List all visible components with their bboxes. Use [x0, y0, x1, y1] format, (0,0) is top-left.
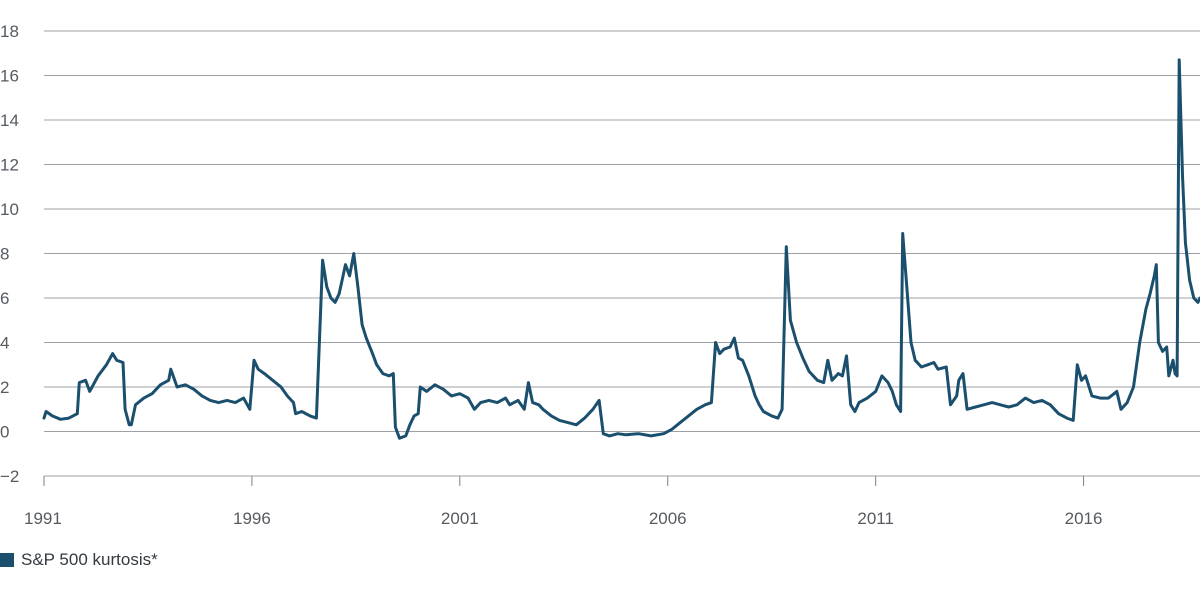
- x-tick-label: 2001: [441, 509, 479, 528]
- y-tick-label: 16: [0, 67, 19, 86]
- y-tick-label: 0: [0, 423, 9, 442]
- y-tick-label: 2: [0, 378, 9, 397]
- legend: S&P 500 kurtosis*: [0, 550, 158, 570]
- series-lines: [42, 58, 1200, 440]
- x-tick-label: 2016: [1065, 509, 1103, 528]
- x-tick-label: 2006: [649, 509, 687, 528]
- y-tick-label: 4: [0, 334, 9, 353]
- y-tick-label: 10: [0, 200, 19, 219]
- legend-swatch: [0, 553, 14, 567]
- y-axis: −2 0 2 4 6 8 10 12 14 16 18: [0, 22, 19, 486]
- x-tick-label: 1996: [233, 509, 271, 528]
- y-tick-label: 14: [0, 111, 19, 130]
- y-tick-label: −2: [0, 467, 19, 486]
- x-tick-label: 1991: [24, 509, 62, 528]
- y-tick-label: 6: [0, 289, 9, 308]
- y-tick-label: 8: [0, 245, 9, 264]
- grid-lines: [44, 30, 1200, 477]
- x-tick-label: 2011: [857, 509, 894, 528]
- y-tick-label: 12: [0, 156, 19, 175]
- y-tick-label: 18: [0, 22, 19, 41]
- series-line: [42, 58, 1200, 440]
- x-axis: 1991 1996 2001 2006 2011 2016: [24, 476, 1102, 528]
- legend-label: S&P 500 kurtosis*: [21, 550, 158, 569]
